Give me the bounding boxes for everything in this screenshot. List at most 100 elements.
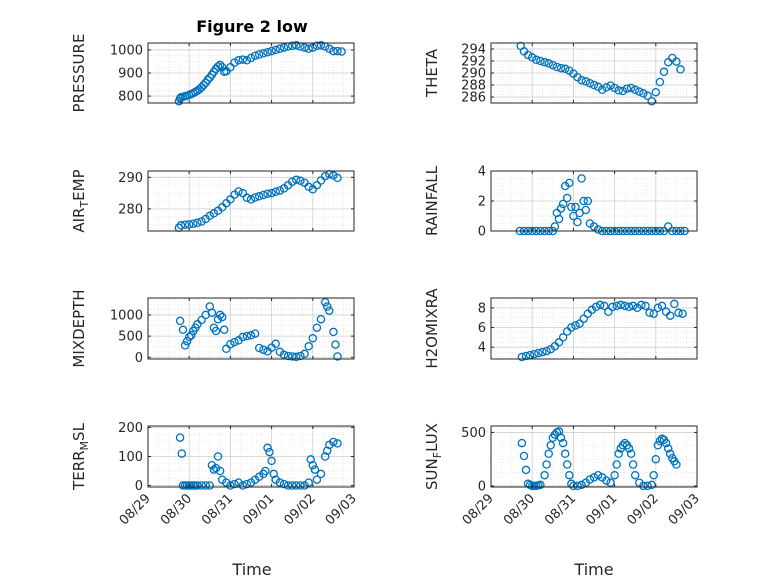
data-point — [517, 438, 527, 448]
data-point — [665, 311, 675, 320]
data-point — [304, 342, 313, 351]
data-point — [672, 57, 681, 66]
data-point — [560, 449, 570, 459]
data-point — [238, 481, 248, 490]
data-point — [577, 75, 586, 85]
data-point — [306, 455, 315, 464]
data-point — [287, 177, 297, 186]
data-point — [234, 187, 243, 196]
data-point — [287, 41, 297, 51]
data-point — [540, 57, 549, 67]
y-tick-label: 4 — [478, 341, 486, 356]
subplot-pressure: 800 900 1000 PRESSURE — [70, 34, 355, 112]
data-point — [197, 315, 206, 325]
data-point — [308, 460, 318, 470]
data-point — [242, 479, 252, 489]
x-tick-label: 08/29 — [460, 491, 497, 528]
data-point — [333, 439, 342, 448]
y-tick-label: 0 — [478, 225, 486, 240]
data-point — [178, 325, 188, 335]
y-axis-label: H2OMIXRA — [423, 288, 441, 369]
data-point — [674, 308, 683, 318]
data-point — [292, 175, 301, 185]
data-point — [649, 470, 658, 480]
data-point — [661, 438, 671, 448]
data-point — [226, 481, 235, 490]
data-point — [579, 314, 588, 323]
data-point — [542, 346, 551, 356]
data-point — [530, 349, 539, 359]
data-point — [182, 336, 192, 346]
y-axis-label: RAINFALL — [423, 165, 441, 236]
y-tick-label: 500 — [118, 330, 143, 345]
subplot-h2omixra: 4 6 8 H2OMIXRA — [423, 288, 698, 369]
data-point — [550, 222, 560, 231]
data-point — [176, 221, 186, 230]
data-point — [653, 441, 663, 450]
y-tick-label: 280 — [118, 202, 143, 217]
y-tick-label: 200 — [118, 421, 143, 436]
data-point — [267, 188, 276, 198]
y-axis-label: TERRMSL — [70, 422, 91, 491]
data-point — [626, 449, 636, 459]
figure-title: Figure 2 low — [196, 17, 308, 36]
data-point — [217, 312, 227, 322]
y-tick-label: 290 — [118, 171, 143, 186]
y-axis-label: THETA — [423, 48, 441, 98]
x-tick-label: 09/01 — [240, 491, 277, 528]
data-point — [659, 67, 669, 77]
data-point — [320, 171, 330, 181]
y-tick-label: 0 — [478, 479, 486, 494]
x-tick-label: 09/01 — [583, 491, 620, 528]
data-point — [585, 475, 595, 484]
data-point — [637, 300, 646, 310]
x-tick-label: 08/30 — [158, 491, 195, 528]
data-point — [275, 478, 285, 487]
data-point — [606, 478, 615, 487]
data-point — [197, 481, 206, 490]
x-tick-label: 08/30 — [501, 491, 538, 528]
data-point — [552, 62, 562, 72]
data-point — [337, 47, 346, 56]
data-point — [556, 433, 566, 443]
data-point — [201, 481, 210, 490]
data-point — [177, 449, 187, 458]
data-point — [287, 352, 297, 361]
data-point — [562, 460, 572, 469]
data-point — [635, 87, 644, 96]
data-point — [651, 454, 661, 464]
data-point — [230, 337, 239, 347]
data-point — [571, 202, 580, 212]
data-point — [577, 480, 586, 490]
data-point — [287, 481, 297, 490]
data-point — [271, 339, 280, 349]
y-tick-label: 4 — [478, 165, 486, 180]
data-point — [579, 196, 588, 206]
x-tick-label: 09/03 — [323, 491, 360, 528]
axes-box — [490, 425, 698, 488]
data-point — [546, 441, 555, 450]
data-point — [639, 481, 648, 491]
subplot-air: 280 290 AIRTEMP — [70, 169, 355, 233]
data-point — [558, 333, 568, 342]
data-point — [254, 50, 264, 59]
data-point — [610, 83, 619, 93]
data-point — [215, 466, 225, 476]
data-point — [554, 214, 564, 224]
data-point — [585, 78, 595, 88]
data-point — [630, 470, 640, 480]
data-point — [193, 218, 202, 228]
data-point — [320, 297, 330, 307]
data-point — [175, 316, 185, 326]
y-tick-label: 6 — [478, 321, 486, 336]
data-point — [597, 85, 607, 95]
x-axis-label-right: Time — [573, 560, 613, 579]
data-point — [215, 60, 225, 70]
data-point — [230, 58, 239, 67]
x-tick-label: 09/03 — [666, 491, 703, 528]
y-axis-label: MIXDEPTH — [70, 289, 88, 367]
data-point — [643, 481, 652, 491]
data-point — [538, 347, 547, 357]
data-point — [325, 306, 334, 315]
data-point — [595, 300, 605, 310]
